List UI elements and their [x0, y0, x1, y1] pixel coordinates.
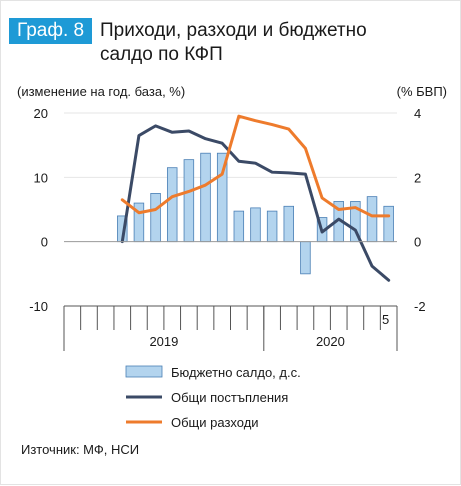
left-tick-label: -10: [29, 299, 48, 314]
bar: [366, 196, 378, 243]
chart-title-line-2: салдо по КФП: [100, 44, 223, 65]
legend: Бюджетно салдо, д.с. Общи постъпления Общи…: [125, 365, 301, 430]
chart-title: Приходи, разходи и бюджетно салдо по КФП: [100, 19, 440, 67]
year-label: 2019: [149, 334, 178, 349]
gridlines: [64, 112, 397, 178]
legend-label: Бюджетно салдо, д.с.: [171, 365, 301, 380]
legend-label: Общи постъпления: [171, 390, 288, 405]
figure-number-badge: Граф. 8: [9, 18, 93, 44]
bar: [200, 152, 211, 243]
bar: [183, 159, 195, 243]
series-line: [120, 124, 391, 282]
legend-swatch-bar: [125, 365, 163, 378]
month-label: 5: [382, 312, 389, 327]
bar: [166, 167, 178, 243]
left-axis-label: (изменение на год. база, %): [17, 84, 185, 99]
legend-label: Общи разходи: [171, 415, 259, 430]
bar: [383, 205, 394, 243]
bar: [283, 205, 295, 243]
bar: [233, 210, 245, 243]
right-tick-label: -2: [414, 299, 426, 314]
bar: [266, 210, 278, 243]
left-tick-label: 0: [41, 235, 48, 250]
right-tick-label: 2: [414, 170, 421, 185]
left-tick-label: 20: [34, 106, 48, 121]
series-line: [120, 114, 391, 218]
right-tick-label: 4: [414, 106, 421, 121]
bar-series: [117, 152, 394, 275]
bar: [300, 241, 311, 275]
bar: [150, 193, 161, 243]
chart-title-line-1: Приходи, разходи и бюджетно: [100, 20, 367, 41]
source-note: Източник: МФ, НСИ: [21, 442, 140, 457]
year-label: 2020: [316, 334, 345, 349]
bar: [250, 207, 261, 243]
right-axis-label: (% БВП): [397, 84, 447, 99]
line-series: [120, 114, 391, 282]
left-tick-label: 10: [34, 170, 48, 185]
right-tick-label: 0: [414, 235, 421, 250]
